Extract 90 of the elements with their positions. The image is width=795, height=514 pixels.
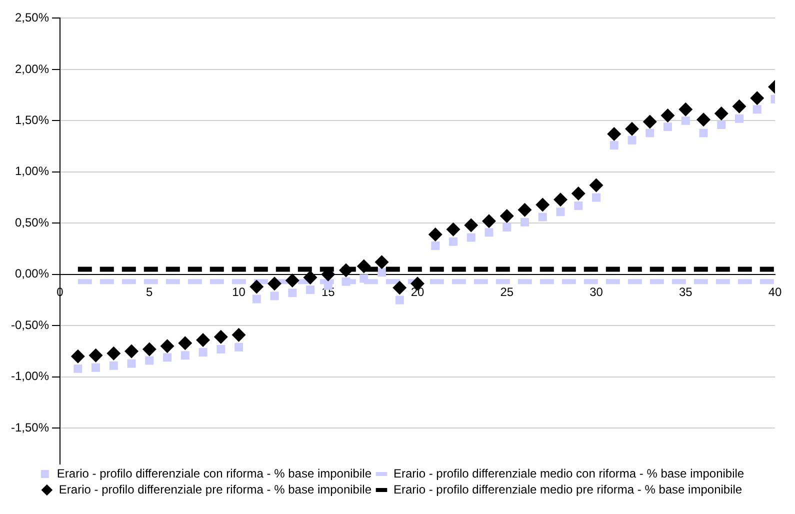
point (160, 339, 174, 354)
point (234, 342, 244, 352)
point (392, 280, 407, 295)
point (520, 218, 529, 226)
point (70, 349, 85, 364)
y-tick-label: -1,50% (10, 420, 50, 434)
point (538, 212, 547, 222)
point (88, 348, 103, 362)
point (196, 332, 210, 347)
point (678, 102, 693, 116)
point (556, 208, 565, 216)
point (717, 120, 726, 130)
point (127, 359, 136, 368)
point (732, 99, 746, 114)
point (449, 237, 458, 246)
legend-label: Erario - profilo differenziale con riforma - % base imponibile (56, 466, 372, 480)
point (446, 222, 460, 236)
point (554, 192, 568, 207)
point (500, 208, 514, 223)
point (518, 202, 532, 217)
x-tick-label: 25 (500, 284, 514, 299)
x-tick-label: 10 (232, 284, 246, 299)
point (74, 364, 82, 373)
point (163, 353, 172, 362)
point (484, 228, 494, 237)
point (124, 344, 139, 358)
y-tick-label: 0,00% (14, 266, 50, 281)
y-tick-label: 1,00% (14, 164, 50, 178)
point (431, 241, 440, 250)
point (109, 361, 118, 370)
point (252, 294, 261, 304)
point (464, 218, 478, 232)
y-tick-label: 2,00% (14, 62, 50, 76)
point (288, 288, 297, 298)
x-tick-label: 5 (146, 284, 154, 299)
x-tick-label: 40 (768, 284, 782, 299)
point (303, 270, 318, 284)
point (466, 233, 476, 242)
point (607, 127, 622, 142)
point (664, 122, 672, 132)
y-tick-label: 2,50% (14, 10, 50, 25)
point (752, 105, 762, 114)
point (592, 193, 600, 202)
point (628, 136, 636, 144)
point (180, 351, 190, 360)
point (92, 363, 100, 372)
point (625, 122, 640, 136)
point (589, 178, 604, 192)
point (232, 328, 246, 342)
point (735, 114, 744, 123)
legend-label: Erario - profilo differenziale medio pre riforma - % base imponibile (393, 482, 742, 496)
point (178, 336, 192, 350)
point (699, 128, 708, 138)
y-tick-label: 0,50% (14, 215, 50, 230)
point (646, 128, 654, 138)
point (571, 186, 586, 200)
point (378, 268, 386, 277)
point (198, 348, 208, 357)
point (374, 255, 389, 270)
point (306, 286, 315, 294)
point (106, 346, 121, 360)
point (214, 330, 228, 344)
y-tick-label: -0,50% (10, 318, 50, 332)
point (502, 223, 512, 232)
point (145, 356, 154, 365)
point (270, 292, 279, 300)
x-tick-label: 20 (410, 284, 425, 299)
point (696, 112, 710, 127)
point (536, 198, 550, 212)
point (216, 344, 226, 354)
legend-label: Erario - profilo differenziale medio con riforma - % base imponibile (393, 466, 744, 480)
x-tick-label: 35 (678, 284, 693, 299)
point (660, 108, 675, 123)
x-tick-label: 30 (590, 284, 604, 299)
point (428, 227, 442, 242)
point (750, 91, 764, 106)
point (142, 342, 156, 356)
point (250, 280, 264, 294)
point (574, 202, 583, 210)
y-tick-label: -1,00% (10, 369, 50, 384)
y-tick-label: 1,50% (14, 112, 50, 127)
point (268, 276, 282, 291)
point (681, 116, 690, 125)
point (642, 114, 657, 129)
point (395, 296, 404, 304)
point (714, 106, 728, 121)
point (482, 214, 496, 228)
point (285, 274, 300, 288)
point (610, 141, 618, 150)
legend-label: Erario - profilo differenziale pre riforma - % base imponibile (58, 482, 372, 496)
